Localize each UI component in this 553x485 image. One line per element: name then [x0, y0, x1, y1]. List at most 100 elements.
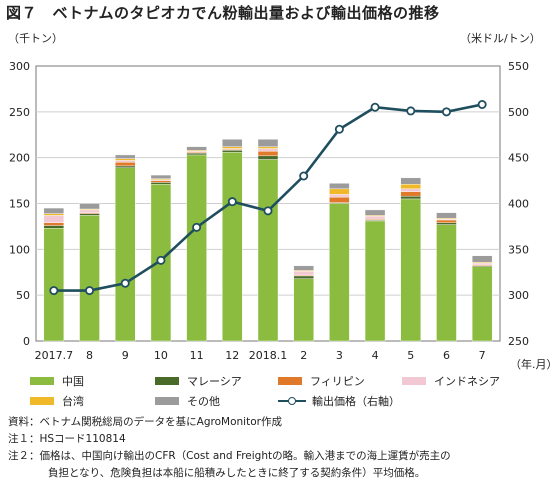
- legend-item-other: その他: [155, 393, 220, 409]
- bar-segment: [436, 212, 457, 219]
- price-point: [156, 255, 166, 265]
- bar-segment: [364, 220, 386, 342]
- bar-segment: [293, 278, 314, 342]
- bar-segment: [257, 146, 279, 149]
- right-tick-label: 450: [508, 152, 529, 165]
- notes: 資料：ベトナム関税総局のデータを基にAgroMonitor作成 注１：HSコード…: [8, 414, 548, 482]
- right-tick-label: 300: [508, 289, 529, 302]
- bar-segment: [150, 180, 172, 183]
- price-point: [85, 286, 95, 296]
- bar-segment: [222, 146, 243, 149]
- left-tick-label: 250: [9, 106, 30, 119]
- legend-swatch-philippines: [278, 377, 302, 385]
- bar-segment: [115, 162, 136, 167]
- x-tick-label: 2018.1: [249, 349, 288, 362]
- bar-segment: [471, 255, 493, 263]
- x-tick-label: 8: [86, 349, 93, 362]
- legend-label-philippines: フィリピン: [310, 375, 365, 388]
- legend-label-china: 中国: [62, 375, 84, 388]
- stacked-bars: [43, 139, 493, 342]
- bar-segment: [471, 262, 493, 266]
- legend-swatch-other: [155, 397, 179, 405]
- x-tick-label: 2017.7: [35, 349, 74, 362]
- bar-segment: [79, 203, 100, 210]
- x-tick-label: 6: [443, 349, 450, 362]
- legend-label-other: その他: [187, 395, 220, 408]
- bar-segment: [79, 213, 100, 216]
- legend-item-malaysia: マレーシア: [155, 373, 242, 389]
- bar-segment: [400, 195, 421, 200]
- bar-segment: [400, 177, 421, 185]
- x-tick-label: 4: [372, 349, 379, 362]
- bar-segment: [471, 266, 493, 342]
- bar-segment: [329, 188, 350, 195]
- bar-segment: [329, 196, 350, 203]
- right-tick-label: 250: [508, 335, 529, 348]
- legend-label-malaysia: マレーシア: [187, 375, 242, 388]
- bar-segment: [293, 271, 314, 276]
- x-axis-unit: （年.月）: [510, 357, 553, 370]
- bar-segment: [186, 146, 207, 151]
- legend-swatch-malaysia: [155, 377, 179, 385]
- price-point: [370, 102, 380, 112]
- legend-label-price: 輸出価格（右軸）: [312, 395, 400, 408]
- legend-item-china: 中国: [30, 373, 84, 389]
- note-source: 資料：ベトナム関税総局のデータを基にAgroMonitor作成: [8, 416, 282, 428]
- bar-segment: [43, 207, 65, 214]
- right-tick-label: 500: [508, 106, 529, 119]
- note-1: 注１：HSコード110814: [8, 433, 126, 445]
- bar-segment: [43, 222, 65, 226]
- left-axis-unit: （千トン）: [8, 32, 63, 45]
- right-tick-label: 350: [508, 243, 529, 256]
- price-point: [299, 171, 309, 181]
- bar-segment: [293, 275, 314, 279]
- bar-segment: [400, 188, 421, 192]
- x-tick-label: 12: [225, 349, 239, 362]
- x-tick-label: 3: [336, 349, 343, 362]
- price-point: [49, 286, 59, 296]
- price-point: [477, 100, 487, 110]
- bar-segment: [79, 215, 100, 342]
- chart-svg: 0 50 100 150 200 250 300 250 300 350 400 450 500 550 2…: [9, 60, 553, 370]
- legend-swatch-china: [30, 377, 54, 385]
- bar-segment: [186, 152, 207, 156]
- price-point: [441, 107, 451, 117]
- x-tick-label: 11: [190, 349, 204, 362]
- legend-item-philippines: フィリピン: [278, 373, 365, 389]
- bar-segment: [43, 225, 65, 229]
- bar-segment: [115, 158, 136, 161]
- bar-segment: [436, 222, 457, 225]
- legend-item-indonesia: インドネシア: [402, 373, 500, 389]
- bar-segment: [257, 139, 279, 147]
- bar-segment: [400, 184, 421, 190]
- x-tick-label: 2: [300, 349, 307, 362]
- price-point: [227, 197, 237, 207]
- bar-segment: [329, 203, 350, 342]
- price-line: [49, 100, 487, 296]
- x-tick-label: 9: [122, 349, 129, 362]
- legend-item-price: 輸出価格（右軸）: [278, 393, 400, 409]
- bar-segment: [222, 150, 243, 153]
- right-tick-label: 400: [508, 198, 529, 211]
- price-point: [192, 222, 202, 232]
- right-axis-unit: （米ドル/トン）: [460, 32, 541, 45]
- bar-segment: [79, 209, 100, 213]
- x-tick-label: 10: [154, 349, 168, 362]
- left-tick-label: 200: [9, 152, 30, 165]
- bar-segment: [400, 198, 421, 342]
- x-tick-label: 7: [479, 349, 486, 362]
- bar-segment: [329, 183, 350, 190]
- bar-segment: [43, 213, 65, 216]
- left-tick-label: 300: [9, 60, 30, 73]
- bar-segment: [43, 228, 65, 342]
- bar-segment: [257, 159, 279, 342]
- bar-segment: [293, 265, 314, 271]
- legend-swatch-price: [278, 397, 306, 405]
- chart-title: 図７ ベトナムのタピオカでん粉輸出量および輸出価格の推移: [6, 4, 440, 22]
- axes: 0 50 100 150 200 250 300 250 300 350 400 450 500 550 2…: [9, 60, 529, 362]
- x-tick-label: 5: [407, 349, 414, 362]
- bar-segment: [150, 174, 172, 179]
- left-tick-label: 100: [9, 243, 30, 256]
- legend-label-indonesia: インドネシア: [434, 375, 500, 388]
- bar-segment: [43, 215, 65, 223]
